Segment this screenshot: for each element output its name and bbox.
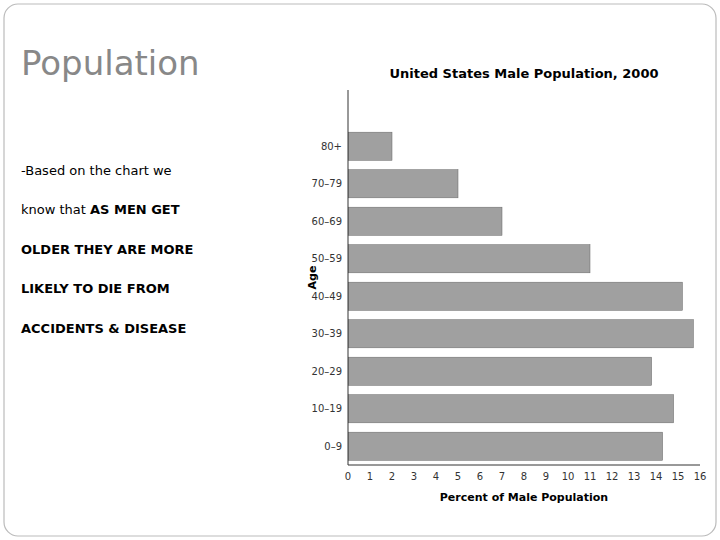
bar: [348, 395, 674, 423]
x-tick-label: 13: [628, 471, 641, 482]
body-text: know that: [21, 202, 90, 217]
y-tick-label: 30–39: [312, 328, 342, 339]
y-axis-line: [348, 90, 349, 465]
bar: [348, 132, 392, 160]
body-text: LIKELY TO DIE FROM: [21, 281, 170, 296]
bar: [348, 282, 682, 310]
y-tick-label: 70–79: [312, 178, 342, 189]
x-axis-line: [348, 465, 700, 466]
body-text: ACCIDENTS & DISEASE: [21, 321, 186, 336]
chart-svg: Population -Based on the chart we know tha…: [0, 0, 720, 540]
x-tick-label: 2: [389, 471, 395, 482]
y-tick-label: 10–19: [312, 403, 342, 414]
y-tick-label: 40–49: [312, 291, 342, 302]
x-tick-label: 12: [606, 471, 619, 482]
bar: [348, 245, 590, 273]
body-text: know that AS MEN GET: [21, 202, 180, 217]
x-tick-label: 9: [543, 471, 549, 482]
page: Population -Based on the chart we know tha…: [0, 0, 720, 540]
y-tick-label: 60–69: [312, 216, 342, 227]
x-tick-label: 15: [672, 471, 685, 482]
page-border: [4, 4, 716, 536]
x-tick-label: 6: [477, 471, 483, 482]
bar: [348, 170, 458, 198]
x-axis-label: Percent of Male Population: [440, 491, 608, 504]
y-tick-label: 80+: [321, 141, 342, 152]
x-tick-label: 3: [411, 471, 417, 482]
x-tick-label: 8: [521, 471, 527, 482]
bar: [348, 320, 693, 348]
x-tick-label: 4: [433, 471, 439, 482]
x-tick-label: 0: [345, 471, 351, 482]
x-tick-label: 5: [455, 471, 461, 482]
bar: [348, 207, 502, 235]
y-tick-label: 50–59: [312, 253, 342, 264]
bar: [348, 432, 663, 460]
x-tick-label: 14: [650, 471, 663, 482]
y-axis-label: Age: [306, 266, 319, 290]
y-tick-label: 0–9: [324, 441, 342, 452]
bar: [348, 357, 652, 385]
x-tick-label: 10: [562, 471, 575, 482]
body-text: -Based on the chart we: [21, 163, 172, 178]
body-text: OLDER THEY ARE MORE: [21, 242, 193, 257]
x-tick-label: 1: [367, 471, 373, 482]
y-tick-label: 20–29: [312, 366, 342, 377]
x-tick-label: 16: [694, 471, 707, 482]
chart-title: United States Male Population, 2000: [389, 66, 658, 81]
slide-title: Population: [21, 43, 200, 83]
body-text: AS MEN GET: [90, 202, 180, 217]
bars: [348, 132, 693, 460]
x-tick-label: 11: [584, 471, 597, 482]
x-tick-label: 7: [499, 471, 505, 482]
